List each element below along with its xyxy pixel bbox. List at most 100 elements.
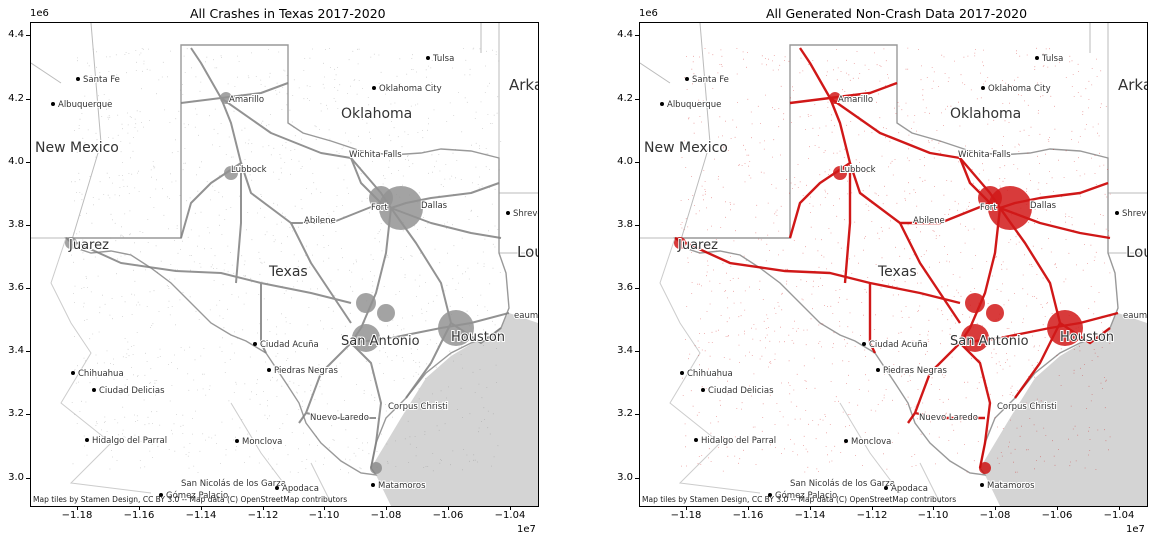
city-dot	[85, 438, 89, 442]
metro-density-blob	[220, 92, 232, 104]
road-density-line	[789, 81, 898, 105]
region-label-juarez: Juarez	[68, 238, 109, 253]
metro-density-blob	[833, 166, 847, 180]
road-density-line	[843, 163, 852, 284]
city-label-chihuahua: Chihuahua	[78, 369, 124, 379]
city-dot	[71, 371, 75, 375]
city-label-beaumont: eaumont	[514, 311, 538, 321]
city-label-santa-fe: Santa Fe	[83, 75, 120, 85]
city-dot	[981, 86, 985, 90]
gulf-of-mexico-water	[980, 313, 1147, 506]
city-label-beaumont: eaumont	[1123, 311, 1147, 321]
y-axis-offset-label: 1e6	[639, 8, 658, 19]
y-tick-label: 4.4	[617, 29, 633, 40]
city-label-albuquerque: Albuquerque	[667, 100, 721, 110]
city-label-hidalgo-del-parral: Hidalgo del Parral	[701, 436, 776, 446]
region-label-arkansas: Arka	[1118, 76, 1147, 94]
city-label-nuevo-laredo: Nuevo Laredo	[310, 413, 369, 423]
city-dot	[51, 102, 55, 106]
metro-density-blob	[1047, 310, 1083, 346]
city-dot	[372, 86, 376, 90]
city-dot	[660, 102, 664, 106]
road-density-line	[829, 97, 961, 160]
x-tick-mark	[139, 506, 140, 510]
city-label-shreveport: Shreve	[1122, 209, 1147, 219]
x-tick-mark	[1119, 506, 1120, 510]
region-label-oklahoma: Oklahoma	[341, 106, 412, 122]
city-dot	[844, 439, 848, 443]
y-tick-mark	[26, 288, 30, 289]
city-label-gomez-palacio: Gómez Palacio	[775, 490, 837, 501]
x-tick-label: −1.14	[794, 510, 826, 521]
region-label-houston: Houston	[451, 330, 505, 345]
city-dot	[92, 388, 96, 392]
city-dot	[701, 388, 705, 392]
x-tick-mark	[686, 506, 687, 510]
y-tick-mark	[26, 35, 30, 36]
city-label-matamoros: Matamoros	[378, 481, 426, 491]
metro-density-blob	[674, 237, 686, 249]
mexico-state-borders	[659, 237, 941, 504]
city-label-tulsa: Tulsa	[432, 54, 454, 64]
city-label-matamoros: Matamoros	[987, 481, 1035, 491]
x-tick-label: −1.04	[494, 510, 526, 521]
city-label-tulsa: Tulsa	[1041, 54, 1063, 64]
metro-density-blob	[224, 166, 238, 180]
region-label-texas: Texas	[268, 264, 308, 280]
region-label-oklahoma: Oklahoma	[950, 106, 1021, 122]
y-tick-mark	[635, 225, 639, 226]
y-tick-label: 3.2	[8, 408, 24, 419]
city-label-santa-fe: Santa Fe	[692, 75, 729, 85]
y-tick-mark	[26, 414, 30, 415]
metro-density-blob	[369, 186, 393, 210]
city-dot	[876, 368, 880, 372]
city-label-corpus-christi: Corpus Christi	[388, 402, 448, 412]
x-axis-offset-label: 1e7	[1126, 524, 1145, 535]
city-dot	[253, 342, 257, 346]
map-frame: New Mexico Oklahoma Texas Arka Lou Juarez San …	[639, 22, 1148, 507]
x-tick-mark	[510, 506, 511, 510]
city-dot	[768, 493, 772, 497]
city-label-shreveport: Shreve	[513, 209, 538, 219]
metro-density-blob	[961, 324, 989, 352]
metro-density-blob	[986, 304, 1004, 322]
road-density-line	[674, 236, 961, 305]
road-density-line	[305, 412, 376, 419]
city-label-nuevo-laredo: Nuevo Laredo	[919, 413, 978, 423]
y-tick-mark	[635, 414, 639, 415]
road-density-line	[260, 283, 267, 354]
region-label-texas: Texas	[877, 264, 917, 280]
y-tick-label: 4.0	[8, 156, 24, 167]
y-tick-mark	[26, 478, 30, 479]
city-dot	[884, 486, 888, 490]
city-label-corpus-christi: Corpus Christi	[997, 402, 1057, 412]
region-label-arkansas: Arka	[509, 76, 538, 94]
city-label-wichita-falls: Wichita Falls	[349, 150, 402, 160]
y-axis-offset-label: 1e6	[30, 8, 49, 19]
region-label-san-antonio: San Antonio	[950, 334, 1029, 349]
city-label-gomez-palacio: Gómez Palacio	[166, 490, 228, 501]
road-density-line	[65, 237, 352, 304]
city-label-dallas: Dallas	[421, 201, 448, 211]
metro-density-blob	[829, 92, 841, 104]
y-tick-mark	[26, 351, 30, 352]
city-label-amarillo: Amarillo	[838, 95, 873, 105]
city-dot	[275, 486, 279, 490]
x-tick-mark	[263, 506, 264, 510]
y-tick-mark	[635, 35, 639, 36]
y-tick-mark	[26, 99, 30, 100]
x-tick-mark	[386, 506, 387, 510]
city-dot	[235, 439, 239, 443]
x-tick-mark	[448, 506, 449, 510]
city-dot	[685, 77, 689, 81]
road-density-line	[959, 342, 992, 469]
scattered-points	[680, 47, 1111, 473]
x-tick-mark	[1057, 506, 1058, 510]
city-label-ciudad-delicias: Ciudad Delicias	[99, 386, 165, 396]
metro-density-blob	[352, 324, 380, 352]
y-tick-mark	[635, 351, 639, 352]
metro-density-blob	[978, 186, 1002, 210]
city-dot	[426, 56, 430, 60]
city-label-monclova: Monclova	[242, 437, 282, 447]
city-dot	[159, 493, 163, 497]
